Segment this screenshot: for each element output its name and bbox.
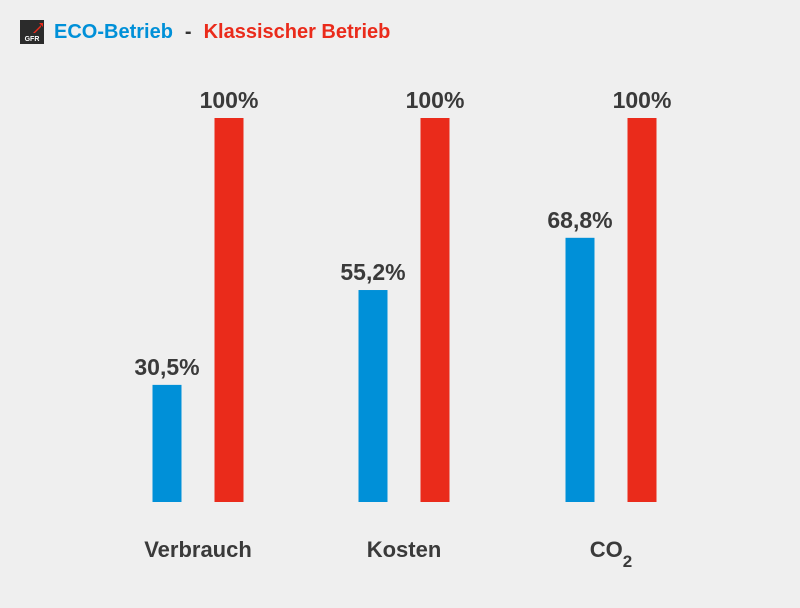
value-label-classic-1: 100% <box>406 87 465 113</box>
legend-separator: - <box>184 20 192 43</box>
legend-classic-label: Klassischer Betrieb <box>203 20 391 43</box>
bar-eco-1 <box>358 290 388 502</box>
bar-eco-2 <box>565 237 595 503</box>
value-label-classic-0: 100% <box>200 87 259 113</box>
value-label-eco-2: 68,8% <box>547 207 612 233</box>
value-label-classic-2: 100% <box>613 87 672 113</box>
value-label-eco-1: 55,2% <box>340 259 405 285</box>
legend-eco-label: ECO-Betrieb <box>54 20 173 43</box>
value-label-eco-0: 30,5% <box>134 354 199 380</box>
category-label-2: CO2 <box>590 537 632 571</box>
bar-eco-0 <box>152 384 182 502</box>
category-label-0: Verbrauch <box>144 537 252 562</box>
bar-classic-2 <box>627 118 657 502</box>
bar-classic-1 <box>420 118 450 502</box>
chart-header: GFR ECO-Betrieb - Klassischer Betrieb <box>20 19 390 45</box>
logo-text: GFR <box>25 36 40 43</box>
bar-classic-0 <box>214 118 244 502</box>
category-label-1: Kosten <box>367 537 442 562</box>
gfr-logo-icon: GFR <box>20 20 44 44</box>
